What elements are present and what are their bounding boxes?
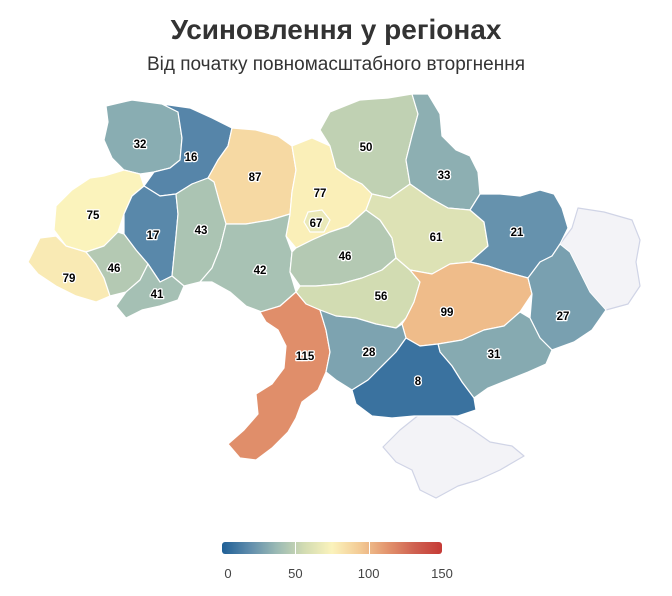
label-dnipropetrovsk: 99 — [441, 307, 454, 319]
color-legend: 0 50 100 150 — [222, 540, 453, 581]
legend-tick-label: 0 — [224, 566, 232, 581]
label-kyiv-city: 67 — [310, 218, 323, 230]
legend-gradient-bar — [222, 542, 442, 554]
label-volyn: 32 — [134, 139, 147, 151]
legend-tick-label: 50 — [288, 566, 303, 581]
label-donetsk: 27 — [557, 311, 570, 323]
region-chernivtsi[interactable] — [115, 263, 185, 319]
label-kherson: 8 — [415, 376, 422, 388]
label-ivano-frankivsk: 46 — [108, 263, 121, 275]
label-rivne: 16 — [185, 152, 198, 164]
label-kirovohrad: 56 — [375, 291, 388, 303]
region-volyn[interactable] — [103, 99, 183, 175]
label-chernivtsi: 41 — [151, 289, 164, 301]
label-vinnytsia: 42 — [254, 265, 267, 277]
label-zakarpattia: 79 — [63, 273, 76, 285]
legend-tick-mark — [295, 542, 297, 554]
legend-tick-label: 100 — [357, 566, 380, 581]
label-sumy: 33 — [438, 170, 451, 182]
label-lviv: 75 — [87, 210, 100, 222]
label-poltava: 61 — [430, 232, 443, 244]
label-cherkasy: 46 — [339, 251, 352, 263]
region-odesa[interactable] — [227, 291, 331, 461]
label-odesa: 115 — [296, 351, 315, 363]
region-kherson[interactable] — [351, 337, 477, 419]
label-ternopil: 17 — [147, 230, 160, 242]
region-crimea[interactable] — [382, 413, 525, 499]
legend-tick-label: 150 — [431, 566, 453, 581]
label-kyiv-oblast: 77 — [314, 188, 327, 200]
chart-subtitle: Від початку повномасштабного вторгнення — [146, 54, 526, 75]
label-zhytomyr: 87 — [249, 172, 262, 184]
region-kyiv-city[interactable] — [303, 209, 331, 233]
label-zaporizhzhia: 31 — [488, 349, 501, 361]
label-khmelnytskyi: 43 — [195, 225, 208, 237]
legend-tick-mark — [368, 542, 370, 554]
label-kharkiv: 21 — [511, 227, 524, 239]
label-mykolaiv: 28 — [363, 347, 376, 359]
label-chernihiv: 50 — [360, 142, 373, 154]
chart-title: Усиновлення у регіонах — [170, 14, 502, 45]
